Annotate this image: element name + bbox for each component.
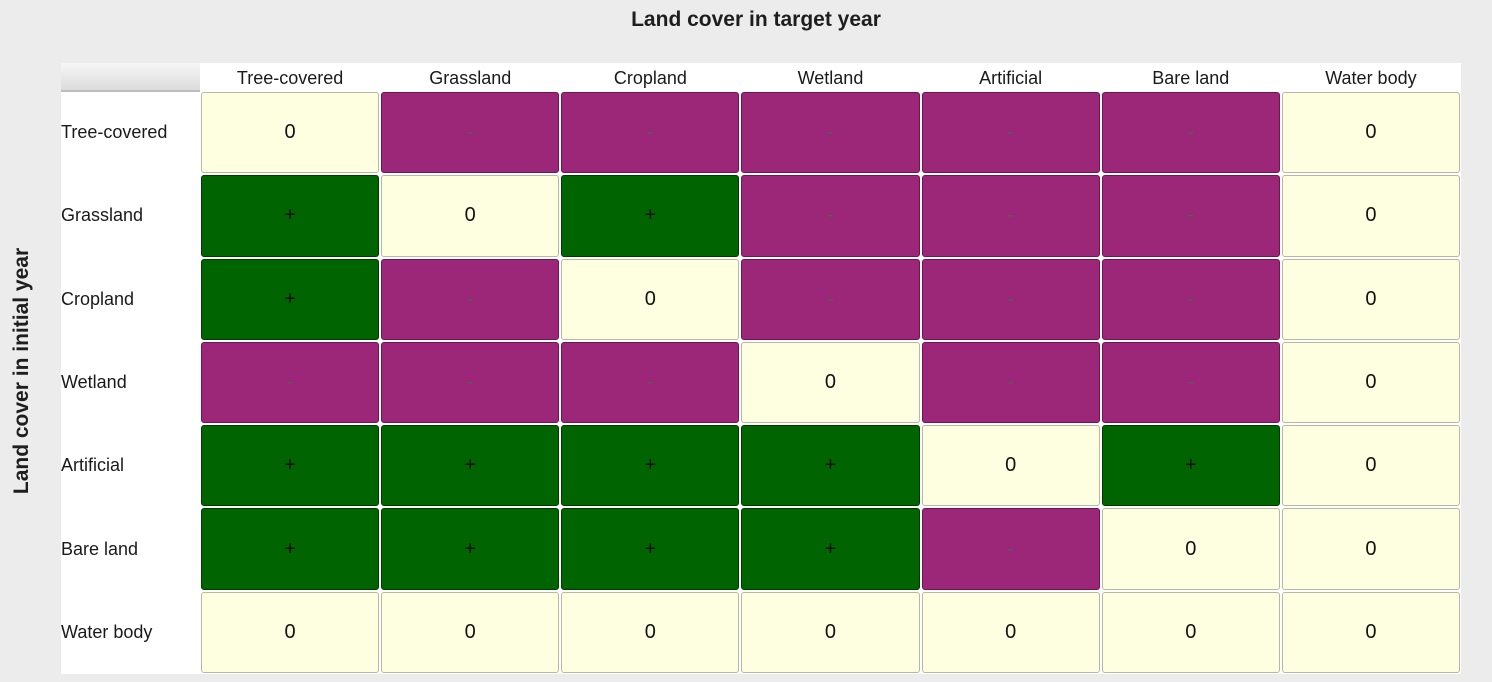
matrix-cell-grassland-to-grassland[interactable]: 0 — [381, 175, 560, 257]
column-header-bare-land: Bare land — [1100, 63, 1281, 91]
matrix-cell-wetland-to-tree-covered[interactable]: - — [201, 341, 380, 424]
matrix-cell-wetland-to-water-body[interactable]: 0 — [1281, 341, 1460, 424]
matrix-cell-cropland-to-artificial[interactable]: - — [921, 258, 1100, 340]
matrix-grid: 0- - - - -0 +0 + - - -0 + -0- - -0- - -0- -0 + + + +0 +0 + + + + -… — [200, 91, 1461, 674]
matrix-cell-grassland-to-tree-covered[interactable]: + — [201, 175, 380, 257]
matrix-cell-artificial-to-bare-land[interactable]: + — [1101, 425, 1280, 507]
row-header-bare-land: Bare land — [61, 538, 139, 559]
matrix-cell-artificial-to-cropland[interactable]: + — [561, 425, 740, 507]
column-header-tree-covered: Tree-covered — [200, 63, 381, 91]
matrix-cell-bare-land-to-tree-covered[interactable]: + — [201, 508, 380, 590]
matrix-cell-water-body-to-bare-land[interactable]: 0 — [1101, 591, 1280, 673]
matrix-cell-tree-covered-to-tree-covered[interactable]: 0 — [201, 92, 380, 174]
matrix-cell-bare-land-to-cropland[interactable]: + — [561, 508, 740, 590]
matrix-cell-tree-covered-to-wetland[interactable]: - — [741, 92, 920, 174]
column-header-cropland: Cropland — [560, 63, 741, 91]
matrix-cell-water-body-to-wetland[interactable]: 0 — [741, 591, 920, 673]
matrix-cell-grassland-to-wetland[interactable]: - — [741, 175, 920, 257]
matrix-cell-grassland-to-bare-land[interactable]: - — [1101, 175, 1280, 257]
row-header-water-body: Water body — [61, 621, 153, 642]
column-header-water-body: Water body — [1280, 63, 1461, 91]
matrix-cell-bare-land-to-wetland[interactable]: + — [741, 508, 920, 590]
matrix-cell-wetland-to-wetland[interactable]: 0 — [741, 341, 920, 424]
matrix-cell-bare-land-to-water-body[interactable]: 0 — [1281, 508, 1460, 590]
matrix-cell-tree-covered-to-artificial[interactable]: - — [921, 92, 1100, 174]
matrix-cell-water-body-to-water-body[interactable]: 0 — [1281, 591, 1460, 673]
matrix-cell-artificial-to-grassland[interactable]: + — [381, 425, 560, 507]
target-year-title: Land cover in target year — [631, 8, 881, 31]
matrix-corner — [61, 63, 200, 92]
matrix-cell-wetland-to-artificial[interactable]: - — [921, 341, 1100, 424]
matrix-cell-water-body-to-cropland[interactable]: 0 — [561, 591, 740, 673]
matrix-cell-cropland-to-grassland[interactable]: - — [381, 258, 560, 340]
matrix-cell-tree-covered-to-grassland[interactable]: - — [381, 92, 560, 174]
row-header-wetland: Wetland — [61, 371, 127, 392]
row-header-cropland: Cropland — [61, 288, 135, 309]
transition-matrix: Tree-covered Grassland Cropland Wetland Arti… — [61, 63, 1461, 674]
column-header-wetland: Wetland — [740, 63, 921, 91]
matrix-cell-artificial-to-wetland[interactable]: + — [741, 425, 920, 507]
column-header-artificial: Artificial — [920, 63, 1101, 91]
column-header-grassland: Grassland — [380, 63, 561, 91]
matrix-cell-bare-land-to-bare-land[interactable]: 0 — [1101, 508, 1280, 590]
matrix-cell-water-body-to-grassland[interactable]: 0 — [381, 591, 560, 673]
matrix-cell-water-body-to-artificial[interactable]: 0 — [921, 591, 1100, 673]
matrix-cell-grassland-to-artificial[interactable]: - — [921, 175, 1100, 257]
matrix-cell-tree-covered-to-cropland[interactable]: - — [561, 92, 740, 174]
row-header-grassland: Grassland — [61, 205, 144, 226]
row-header-artificial: Artificial — [61, 455, 125, 476]
matrix-cell-wetland-to-cropland[interactable]: - — [561, 341, 740, 424]
matrix-cell-wetland-to-bare-land[interactable]: - — [1101, 341, 1280, 424]
matrix-cell-wetland-to-grassland[interactable]: - — [381, 341, 560, 424]
matrix-cell-grassland-to-water-body[interactable]: 0 — [1281, 175, 1460, 257]
column-headers: Tree-covered Grassland Cropland Wetland Arti… — [200, 63, 1461, 91]
matrix-cell-cropland-to-water-body[interactable]: 0 — [1281, 258, 1460, 340]
matrix-cell-grassland-to-cropland[interactable]: + — [561, 175, 740, 257]
matrix-cell-cropland-to-bare-land[interactable]: - — [1101, 258, 1280, 340]
matrix-cell-cropland-to-tree-covered[interactable]: + — [201, 258, 380, 340]
matrix-cell-bare-land-to-grassland[interactable]: + — [381, 508, 560, 590]
row-headers: Tree-covered Grassland Cropland Wetland Arti… — [61, 91, 200, 674]
matrix-cell-artificial-to-tree-covered[interactable]: + — [201, 425, 380, 507]
matrix-cell-tree-covered-to-water-body[interactable]: 0 — [1281, 92, 1460, 174]
matrix-cell-water-body-to-tree-covered[interactable]: 0 — [201, 591, 380, 673]
row-header-tree-covered: Tree-covered — [61, 122, 168, 143]
matrix-cell-bare-land-to-artificial[interactable]: - — [921, 508, 1100, 590]
matrix-cell-tree-covered-to-bare-land[interactable]: - — [1101, 92, 1280, 174]
initial-year-title: Land cover in initial year — [10, 247, 33, 495]
matrix-cell-cropland-to-cropland[interactable]: 0 — [561, 258, 740, 340]
matrix-cell-artificial-to-artificial[interactable]: 0 — [921, 425, 1100, 507]
matrix-cell-cropland-to-wetland[interactable]: - — [741, 258, 920, 340]
matrix-cell-artificial-to-water-body[interactable]: 0 — [1281, 425, 1460, 507]
